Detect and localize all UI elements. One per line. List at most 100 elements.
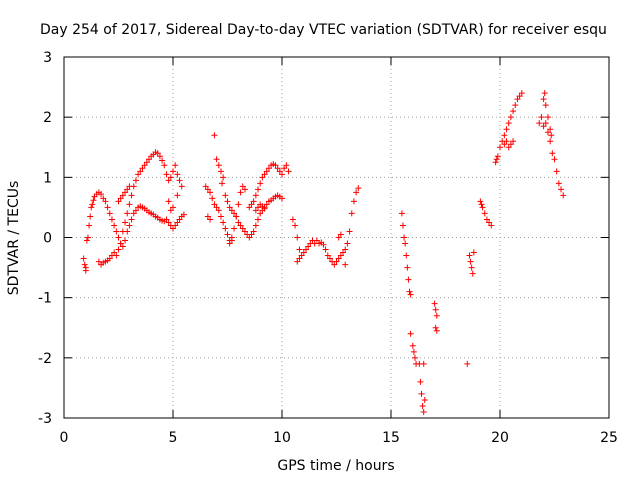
data-point <box>246 204 253 211</box>
data-point <box>431 300 438 307</box>
data-point <box>178 183 185 190</box>
data-point <box>95 258 102 265</box>
data-point <box>514 96 521 103</box>
data-point <box>464 360 471 367</box>
data-point <box>215 207 222 214</box>
data-point <box>298 252 305 259</box>
data-point <box>176 177 183 184</box>
data-point <box>220 174 227 181</box>
data-point <box>518 90 525 97</box>
data-point <box>165 198 172 205</box>
data-point <box>165 219 172 226</box>
x-tick-label: 15 <box>382 430 400 446</box>
data-point <box>159 157 166 164</box>
plot-frame <box>63 56 610 419</box>
data-point <box>505 120 512 127</box>
y-tick-label: -1 <box>38 291 52 307</box>
data-point <box>432 324 439 331</box>
data-point <box>294 258 301 265</box>
data-point <box>409 342 416 349</box>
data-point <box>220 219 227 226</box>
data-point <box>237 222 244 229</box>
data-point <box>255 204 262 211</box>
data-point <box>420 408 427 415</box>
data-point <box>553 168 560 175</box>
data-point <box>86 222 93 229</box>
data-point <box>324 252 331 259</box>
data-point <box>84 234 91 241</box>
data-point <box>302 246 309 253</box>
data-point <box>209 195 216 202</box>
data-point <box>410 348 417 355</box>
data-point <box>161 162 168 169</box>
data-point <box>263 168 270 175</box>
data-point <box>505 144 512 151</box>
data-point <box>507 141 514 148</box>
data-point <box>542 120 549 127</box>
data-point <box>468 264 475 271</box>
data-point <box>252 222 259 229</box>
data-point <box>494 153 501 160</box>
y-tick-label: -3 <box>38 411 52 427</box>
data-point <box>265 165 272 172</box>
data-point <box>279 171 285 178</box>
data-point <box>124 186 131 193</box>
data-point <box>252 192 259 199</box>
data-point <box>398 210 405 217</box>
data-point <box>548 132 555 139</box>
data-point <box>483 216 490 223</box>
data-point <box>478 201 485 208</box>
data-point <box>119 192 126 199</box>
data-point <box>204 186 211 193</box>
data-point <box>106 255 113 262</box>
data-point <box>135 171 142 178</box>
data-point <box>204 213 211 220</box>
data-point <box>402 240 409 247</box>
data-point <box>228 207 235 214</box>
data-point <box>255 216 262 223</box>
data-point <box>100 195 107 202</box>
data-points <box>80 90 567 415</box>
x-tick-label: 25 <box>600 430 618 446</box>
data-point <box>248 201 255 208</box>
data-point <box>87 213 94 220</box>
data-point <box>294 234 301 241</box>
data-point <box>335 255 342 262</box>
data-point <box>432 306 439 313</box>
data-point <box>259 174 266 181</box>
data-point <box>510 138 517 145</box>
data-point <box>241 186 248 193</box>
data-point <box>180 211 187 218</box>
y-tick-label: -2 <box>38 351 52 367</box>
data-point <box>108 216 115 223</box>
data-point <box>333 258 340 265</box>
data-point <box>261 171 268 178</box>
data-point <box>217 168 224 175</box>
data-point <box>497 144 503 151</box>
data-point <box>481 210 488 217</box>
data-point <box>239 225 246 232</box>
data-point <box>117 195 124 202</box>
data-point <box>540 96 547 103</box>
data-point <box>167 207 174 214</box>
data-point <box>296 246 303 253</box>
data-point <box>407 291 414 298</box>
y-tick-label: 0 <box>43 231 52 247</box>
data-point <box>156 153 163 160</box>
data-point <box>279 195 285 202</box>
data-point <box>403 252 410 259</box>
y-axis-label: SDTVAR / TECUs <box>6 181 22 296</box>
data-point <box>479 204 486 211</box>
data-point <box>154 150 161 157</box>
data-point <box>274 165 281 172</box>
data-point <box>113 252 120 259</box>
data-point <box>82 264 89 271</box>
data-point <box>551 156 558 163</box>
data-point <box>300 249 307 256</box>
data-point <box>224 231 231 238</box>
data-point <box>163 216 170 223</box>
data-point <box>211 132 218 139</box>
data-point <box>239 183 246 190</box>
data-point <box>126 201 133 208</box>
x-tick-label: 5 <box>169 430 178 446</box>
